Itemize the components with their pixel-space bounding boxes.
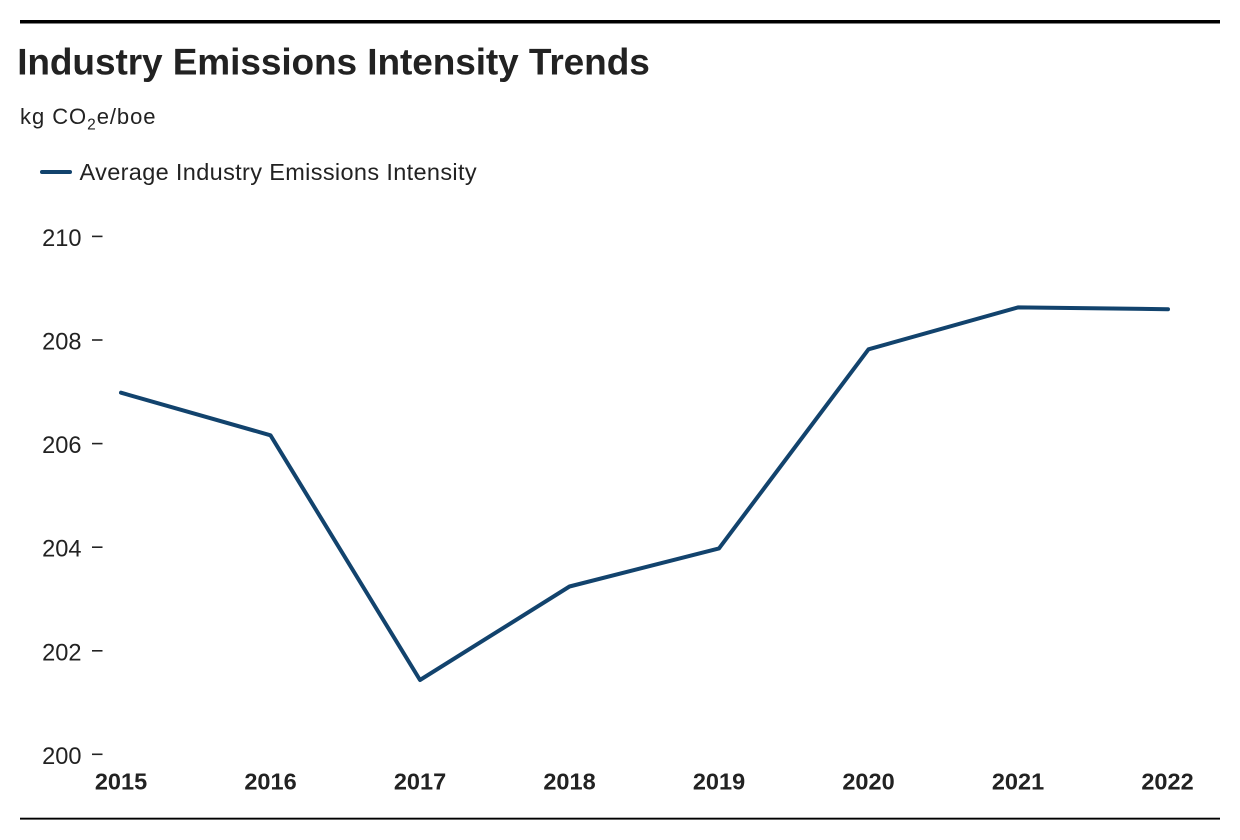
svg-text:2018: 2018	[543, 769, 595, 795]
svg-text:2016: 2016	[244, 769, 296, 795]
svg-text:208: 208	[42, 330, 81, 356]
svg-text:2017: 2017	[394, 769, 446, 795]
svg-text:204: 204	[42, 537, 81, 563]
svg-text:2022: 2022	[1141, 769, 1193, 795]
svg-text:Industry Emissions Intensity T: Industry Emissions Intensity Trends	[17, 41, 650, 82]
svg-text:Average Industry Emissions Int: Average Industry Emissions Intensity	[80, 159, 477, 185]
svg-text:210: 210	[42, 226, 81, 252]
svg-text:202: 202	[42, 640, 81, 666]
svg-text:200: 200	[42, 744, 81, 770]
svg-text:2015: 2015	[95, 769, 147, 795]
svg-text:2021: 2021	[992, 769, 1044, 795]
svg-text:2020: 2020	[842, 769, 894, 795]
svg-text:206: 206	[42, 433, 81, 459]
svg-text:2019: 2019	[693, 769, 745, 795]
